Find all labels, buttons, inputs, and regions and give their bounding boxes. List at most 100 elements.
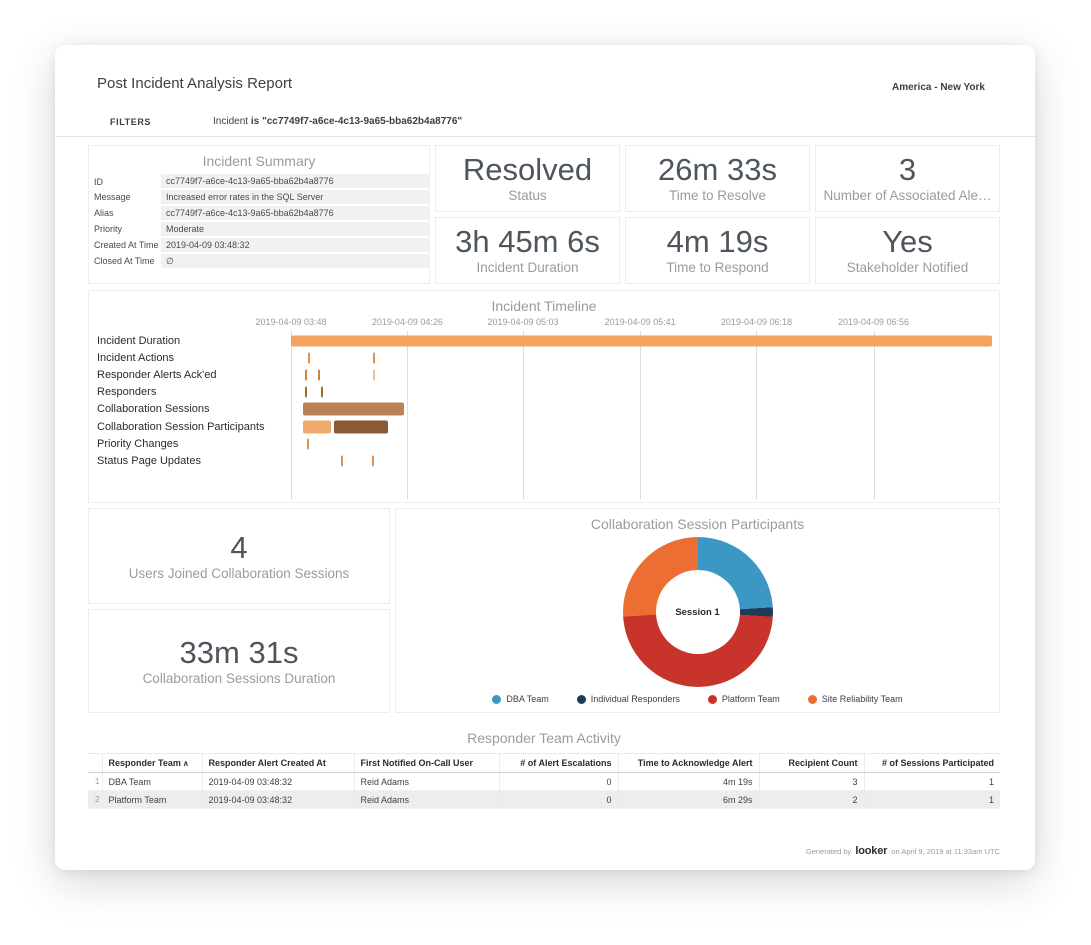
- timeline-axis-label: 2019-04-09 05:41: [604, 317, 676, 327]
- timeline-event-tick: [373, 352, 376, 364]
- timeline-event-tick: [372, 455, 375, 467]
- summary-field-label: Closed At Time: [94, 256, 155, 266]
- legend-dot-icon: [807, 694, 817, 704]
- timeline-plot-area[interactable]: 2019-04-09 03:48 2019-04-09 04:26 2019-04-…: [255, 317, 992, 499]
- timeline-axis-label: 2019-04-09 05:03: [487, 317, 559, 327]
- timeline-row-label-collaboration-session-participants: Collaboration Session Participants: [97, 420, 265, 433]
- summary-field-label: Priority: [94, 224, 123, 234]
- legend-dot-icon: [576, 694, 586, 704]
- legend-label: Site Reliability Team: [821, 694, 903, 704]
- column-header-of-alert-escalations[interactable]: # of Alert Escalations: [498, 753, 618, 773]
- timeline-row-responder-alerts-ack-ed[interactable]: [291, 366, 992, 383]
- kpi-tile-time-to-respond: 4m 19s Time to Respond: [625, 217, 810, 284]
- kpi-value: 26m 33s: [658, 152, 777, 187]
- timezone-label[interactable]: America - New York: [891, 82, 985, 93]
- dashboard-card: Post Incident Analysis Report America - …: [55, 45, 1035, 870]
- table-row-platform-team: 2 Platform Team 2019-04-09 03:48:32 Reid Ad…: [88, 790, 1000, 809]
- kpi-label: Collaboration Sessions Duration: [142, 670, 336, 686]
- column-header-responder-team[interactable]: Responder Team ∧: [101, 753, 202, 773]
- kpi-tile-status: Resolved Status: [435, 145, 620, 212]
- timeline-gridline: [407, 331, 409, 499]
- footer-suffix: on April 9, 2019 at 11:33am UTC: [891, 847, 1000, 856]
- legend-label: Individual Responders: [590, 694, 680, 704]
- incident-summary-title: Incident Summary: [202, 153, 316, 169]
- filter-expression[interactable]: Incident is "cc7749f7-a6ce-4c13-9a65-bba…: [213, 116, 462, 127]
- donut-center-label: Session 1: [655, 570, 740, 654]
- timeline-bar: [291, 335, 992, 347]
- legend-item-platform-team[interactable]: Platform Team: [707, 694, 780, 704]
- collab-participants-tile: Collaboration Session Participants Sessi…: [395, 508, 1000, 713]
- timeline-bar: [302, 402, 404, 416]
- summary-field-value: cc7749f7-a6ce-4c13-9a65-bba62b4a8776: [161, 205, 429, 222]
- kpi-tile-number-of-associated-ale: 3 Number of Associated Ale…: [815, 145, 1000, 212]
- dashboard-content: Incident Summary ID cc7749f7-a6ce-4c13-9a…: [55, 137, 1035, 857]
- summary-row-priority: Priority Moderate: [89, 221, 429, 238]
- kpi-label: Time to Respond: [666, 260, 769, 275]
- timeline-event-tick: [373, 369, 376, 381]
- timeline-row-incident-duration[interactable]: [291, 332, 992, 349]
- kpi-label: Users Joined Collaboration Sessions: [128, 565, 350, 581]
- filter-value: is "cc7749f7-a6ce-4c13-9a65-bba62b4a8776…: [250, 116, 463, 127]
- timeline-row-status-page-updates[interactable]: [291, 452, 992, 469]
- timeline-event-tick: [305, 369, 308, 381]
- timeline-row-priority-changes[interactable]: [291, 435, 992, 452]
- column-header-of-sessions-participated[interactable]: # of Sessions Participated: [863, 753, 1000, 773]
- summary-row-alias: Alias cc7749f7-a6ce-4c13-9a65-bba62b4a877…: [89, 205, 429, 222]
- summary-field-label: Message: [94, 192, 131, 202]
- responder-activity-section: Responder Team Activity Responder Team ∧ R…: [88, 723, 1000, 809]
- kpi-label: Stakeholder Notified: [846, 260, 969, 275]
- legend-item-site-reliability-team[interactable]: Site Reliability Team: [807, 694, 903, 704]
- summary-field-value: Increased error rates in the SQL Server: [161, 189, 429, 206]
- column-header-responder-alert-created-at[interactable]: Responder Alert Created At: [201, 753, 354, 773]
- column-header-recipient-count[interactable]: Recipient Count: [758, 753, 864, 773]
- kpi-label: Incident Duration: [476, 260, 579, 275]
- summary-row-created-at-time: Created At Time 2019-04-09 03:48:32: [89, 237, 429, 254]
- summary-field-label: Created At Time: [94, 240, 159, 250]
- incident-timeline-tile: Incident Timeline Incident Duration Incid…: [88, 290, 1000, 503]
- table-cell: Reid Adams: [353, 772, 499, 791]
- table-cell: 2019-04-09 03:48:32: [201, 772, 354, 791]
- donut-title: Collaboration Session Participants: [590, 516, 805, 532]
- kpi-value: 33m 31s: [179, 634, 299, 670]
- report-footer: Generated by looker on April 9, 2019 at …: [88, 845, 1000, 857]
- timeline-gridline: [291, 331, 292, 499]
- kpi-value: 4m 19s: [666, 224, 769, 259]
- looker-logo: looker: [855, 845, 888, 857]
- timeline-event-tick: [307, 352, 310, 364]
- kpi-tile-stakeholder-notified: Yes Stakeholder Notified: [815, 217, 1000, 284]
- column-header-first-notified-on-call-user[interactable]: First Notified On-Call User: [353, 753, 499, 773]
- timeline-chart[interactable]: Incident Duration Incident Actions Respond…: [89, 315, 999, 499]
- timeline-rows: [291, 332, 992, 470]
- kpi-tile-incident-duration: 3h 45m 6s Incident Duration: [435, 217, 620, 284]
- filters-toggle[interactable]: FILTERS: [110, 116, 152, 127]
- timeline-row-label-incident-actions: Incident Actions: [97, 351, 175, 364]
- legend-dot-icon: [492, 694, 502, 704]
- legend-item-individual-responders[interactable]: Individual Responders: [576, 694, 680, 704]
- kpi-label: Number of Associated Ale…: [823, 188, 992, 203]
- column-header-time-to-acknowledge-alert[interactable]: Time to Acknowledge Alert: [617, 753, 759, 773]
- summary-field-label: ID: [94, 176, 103, 187]
- row-number: 2: [88, 790, 102, 809]
- donut-chart[interactable]: Session 1: [622, 537, 773, 687]
- timeline-row-incident-actions[interactable]: [291, 349, 992, 366]
- timeline-row-responders[interactable]: [291, 384, 992, 401]
- summary-row-message: Message Increased error rates in the SQL …: [89, 189, 429, 206]
- timeline-row-label-responder-alerts-ack-ed: Responder Alerts Ack'ed: [97, 368, 217, 381]
- incident-summary-tile: Incident Summary ID cc7749f7-a6ce-4c13-9a…: [88, 145, 430, 284]
- table-cell: DBA Team: [101, 772, 202, 791]
- timeline-row-collaboration-session-participants[interactable]: [291, 418, 992, 435]
- table-cell: 0: [498, 790, 618, 809]
- kpi-grid: Resolved Status 26m 33s Time to Resolve 3 Num…: [435, 145, 1000, 284]
- legend-label: DBA Team: [506, 694, 549, 704]
- legend-item-dba-team[interactable]: DBA Team: [492, 694, 549, 704]
- session-kpi-column: 4 Users Joined Collaboration Sessions 33m …: [88, 508, 390, 713]
- timeline-row-collaboration-sessions[interactable]: [291, 401, 992, 418]
- responder-activity-table: Responder Team ∧ Responder Alert Created A…: [88, 753, 1000, 809]
- timeline-event-tick: [305, 386, 308, 398]
- table-cell: Reid Adams: [353, 790, 499, 809]
- summary-field-label: Alias: [94, 208, 114, 218]
- kpi-label: Status: [508, 188, 547, 203]
- legend-label: Platform Team: [721, 694, 780, 704]
- sort-ascending-icon: ∧: [182, 759, 189, 768]
- filter-field: Incident: [213, 116, 249, 127]
